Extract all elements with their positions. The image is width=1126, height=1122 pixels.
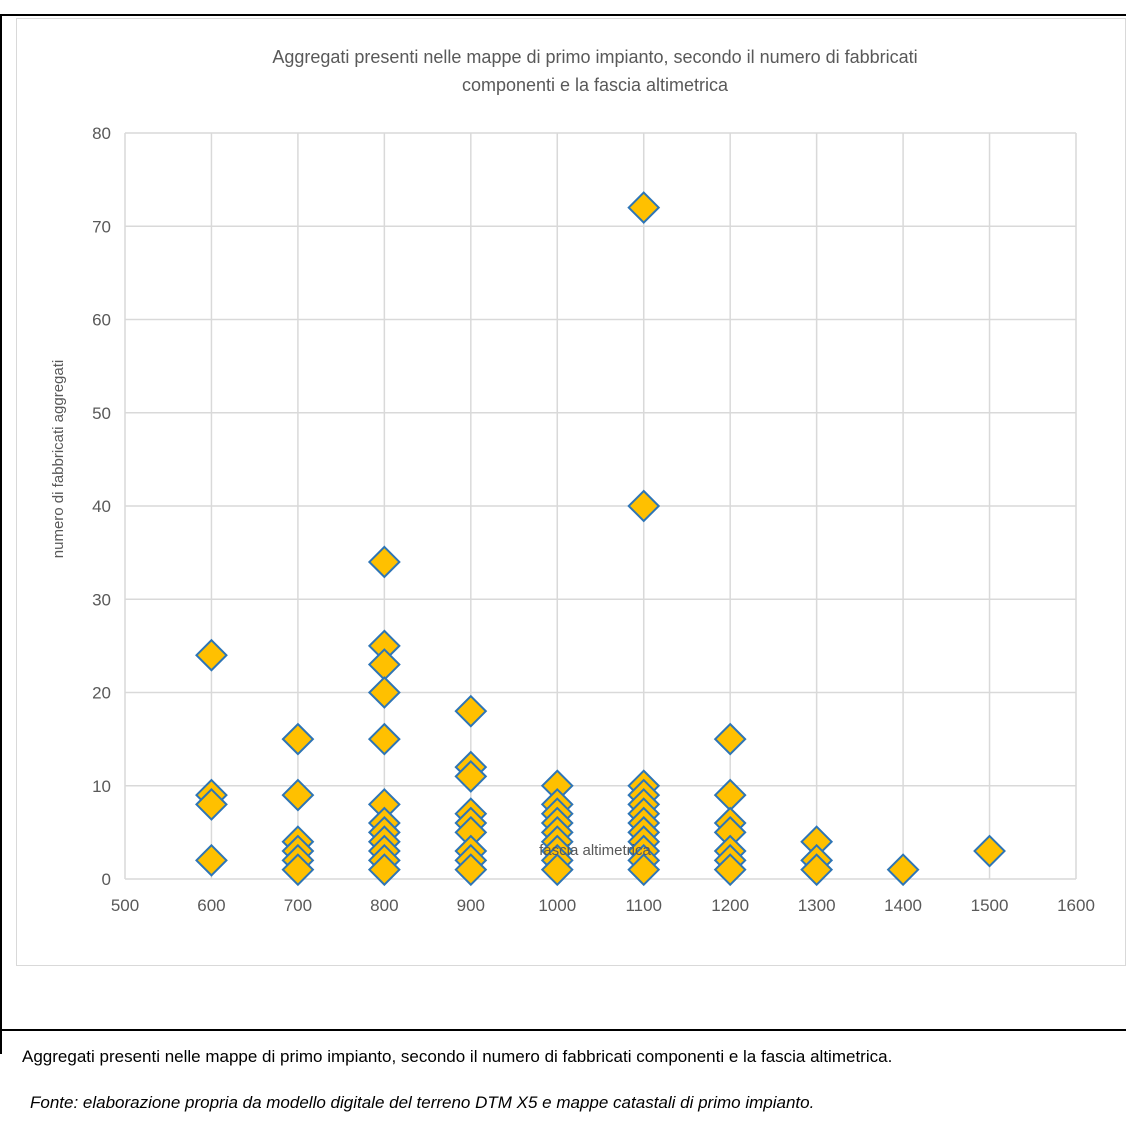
- data-point: [367, 545, 401, 579]
- data-point: [454, 694, 488, 728]
- x-axis-label: fascia altimetrica: [539, 842, 651, 859]
- frame-left-border: [0, 14, 2, 1054]
- figure-caption: Aggregati presenti nelle mappe di primo …: [22, 1047, 893, 1066]
- x-tick-label: 500: [111, 896, 139, 915]
- data-point: [281, 853, 315, 887]
- y-tick-label: 80: [92, 124, 111, 143]
- data-point: [454, 853, 488, 887]
- data-point: [367, 676, 401, 709]
- data-point: [367, 648, 401, 681]
- data-point: [195, 787, 228, 821]
- data-point: [627, 853, 661, 887]
- data-point: [195, 843, 228, 877]
- figure-source: Fonte: elaborazione propria da modello d…: [30, 1093, 815, 1112]
- scatter-chart: 0 10 20 30 40 50 60 70 80 500 600 700 800 900 1000 1100…: [50, 47, 1095, 915]
- data-point: [281, 778, 315, 812]
- y-tick-label: 50: [92, 404, 111, 423]
- data-point: [973, 834, 1006, 868]
- x-tick-label: 1400: [884, 896, 922, 915]
- chart-title-line: Aggregati presenti nelle mappe di primo …: [272, 47, 917, 67]
- x-tick-label: 1100: [625, 896, 662, 915]
- data-point: [886, 853, 920, 887]
- x-tick-label: 1600: [1057, 896, 1095, 915]
- y-tick-label: 70: [92, 217, 111, 236]
- y-tick-label: 30: [92, 590, 111, 609]
- x-tick-label: 900: [457, 896, 485, 915]
- data-point: [281, 722, 315, 756]
- data-point: [713, 853, 747, 887]
- chart-title-line: componenti e la fascia altimetrica: [462, 75, 729, 95]
- y-tick-label: 40: [92, 497, 111, 516]
- x-tick-label: 1500: [971, 896, 1009, 915]
- y-tick-label: 60: [92, 311, 111, 330]
- data-point: [627, 489, 661, 523]
- x-tick-label: 600: [197, 896, 225, 915]
- data-point: [195, 638, 228, 672]
- points-layer: [195, 191, 1006, 887]
- frame-top-border: [0, 14, 1126, 16]
- chart-title: Aggregati presenti nelle mappe di primo …: [272, 47, 917, 95]
- x-tick-label: 1200: [711, 896, 749, 915]
- data-point: [800, 853, 834, 887]
- data-point: [367, 853, 401, 887]
- data-point: [713, 778, 747, 812]
- y-axis-label: numero di fabbricati aggregati: [50, 360, 67, 558]
- x-tick-label: 1300: [798, 896, 836, 915]
- data-point: [540, 853, 574, 887]
- y-tick-label: 0: [102, 870, 111, 889]
- chart-area: 0 10 20 30 40 50 60 70 80 500 600 700 800 900 1000 1100…: [16, 18, 1126, 966]
- x-tick-label: 1000: [538, 896, 576, 915]
- data-point: [627, 191, 661, 225]
- y-tick-label: 10: [92, 777, 111, 796]
- frame-divider: [0, 1029, 1126, 1031]
- data-point: [367, 722, 401, 756]
- data-point: [454, 760, 488, 793]
- data-point: [713, 722, 747, 756]
- grid-layer: [124, 132, 1077, 880]
- axis-layer: 0 10 20 30 40 50 60 70 80 500 600 700 800 900 1000 1100…: [92, 124, 1095, 915]
- y-tick-label: 20: [92, 684, 111, 703]
- x-tick-label: 700: [284, 896, 312, 915]
- x-tick-label: 800: [370, 896, 398, 915]
